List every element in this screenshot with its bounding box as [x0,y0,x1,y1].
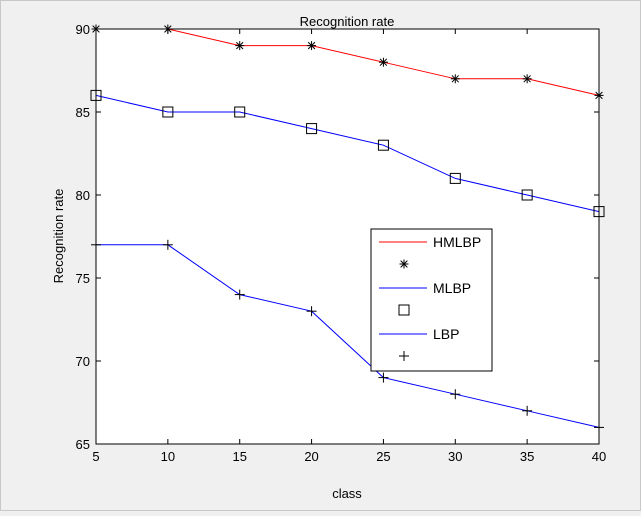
x-tick-label: 5 [92,449,99,464]
x-tick-label: 40 [592,449,606,464]
series-layer [90,24,605,433]
data-point-lbp [522,405,533,416]
legend-marker-hmlbp [399,259,409,269]
y-tick-label: 90 [76,22,90,37]
legend-marker-lbp [399,351,409,361]
data-point-mlbp [449,172,461,184]
data-point-mlbp [306,123,318,135]
legend-label-mlbp: MLBP [433,280,471,296]
data-point-mlbp [162,106,174,118]
data-point-hmlbp [307,41,317,51]
data-point-lbp [450,389,461,400]
chart-title: Recognition rate [300,14,395,29]
data-point-lbp [234,289,245,300]
y-tick-label: 70 [76,354,90,369]
series-line-lbp [96,244,600,428]
data-point-mlbp [234,106,246,118]
data-point-hmlbp [235,41,245,51]
y-tick-label: 85 [76,105,90,120]
x-tick-label: 10 [161,449,175,464]
data-point-hmlbp [450,74,460,84]
legend-marker-mlbp [398,304,410,316]
data-point-lbp [378,372,389,383]
x-tick-label: 15 [232,449,246,464]
data-point-hmlbp [522,74,532,84]
legend: HMLBP MLBP LBP [370,228,493,372]
x-tick-label: 20 [304,449,318,464]
y-axis-label: Recognition rate [51,189,66,284]
legend-label-hmlbp: HMLBP [433,234,481,250]
y-tick-label: 65 [76,437,90,452]
x-tick-label: 25 [376,449,390,464]
y-tick-label: 75 [76,271,90,286]
data-point-hmlbp [378,57,388,67]
x-tick-label: 35 [520,449,534,464]
y-tick-label: 80 [76,188,90,203]
axes-frame [95,28,600,445]
data-point-mlbp [521,189,533,201]
data-point-mlbp [377,139,389,151]
legend-box [370,228,493,372]
series-line-mlbp [95,94,600,213]
data-point-lbp [162,239,173,250]
x-axis-label: class [332,486,362,501]
data-point-lbp [306,306,317,317]
x-tick-label: 30 [448,449,462,464]
axis-ticks: 5 10 15 20 25 30 35 40 65 70 75 80 85 90 [76,22,607,464]
series-line-hmlbp [96,28,600,96]
legend-label-lbp: LBP [433,326,459,342]
axes-background [96,29,599,444]
